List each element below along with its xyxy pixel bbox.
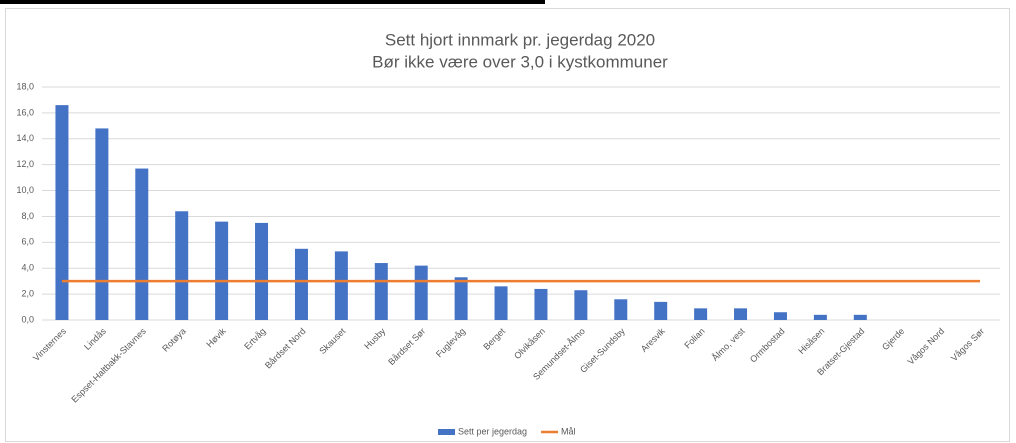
chart-title: Sett hjort innmark pr. jegerdag 2020	[385, 30, 655, 49]
y-tick-label: 14,0	[16, 133, 34, 143]
bar	[853, 314, 867, 320]
bar	[294, 248, 308, 320]
y-tick-label: 4,0	[21, 263, 34, 273]
y-tick-label: 18,0	[16, 81, 34, 91]
bar	[55, 105, 69, 320]
bar	[374, 263, 388, 320]
y-tick-label: 6,0	[21, 237, 34, 247]
bar	[694, 308, 708, 320]
bar	[654, 301, 668, 320]
bar	[574, 290, 588, 320]
bar	[414, 265, 428, 320]
bar	[255, 222, 269, 320]
bar	[175, 211, 189, 320]
bar	[215, 221, 229, 320]
bar	[135, 168, 149, 320]
chart-subtitle: Bør ikke være over 3,0 i kystkommuner	[372, 52, 668, 71]
bar	[534, 288, 548, 320]
y-tick-label: 10,0	[16, 185, 34, 195]
y-tick-label: 8,0	[21, 211, 34, 221]
legend-label: Mål	[561, 426, 576, 436]
bar	[95, 128, 109, 320]
y-tick-label: 2,0	[21, 288, 34, 298]
bar	[734, 308, 748, 320]
legend-label: Sett per jegerdag	[458, 426, 527, 436]
bar	[773, 312, 787, 320]
bar	[454, 277, 468, 320]
bar	[813, 314, 827, 320]
bar	[334, 251, 348, 320]
legend-swatch	[438, 429, 455, 435]
top-bar	[0, 0, 545, 4]
bar	[614, 299, 628, 320]
chart-border	[5, 8, 1010, 442]
bar	[494, 286, 508, 320]
y-tick-label: 16,0	[16, 107, 34, 117]
y-tick-label: 0,0	[21, 314, 34, 324]
y-tick-label: 12,0	[16, 159, 34, 169]
